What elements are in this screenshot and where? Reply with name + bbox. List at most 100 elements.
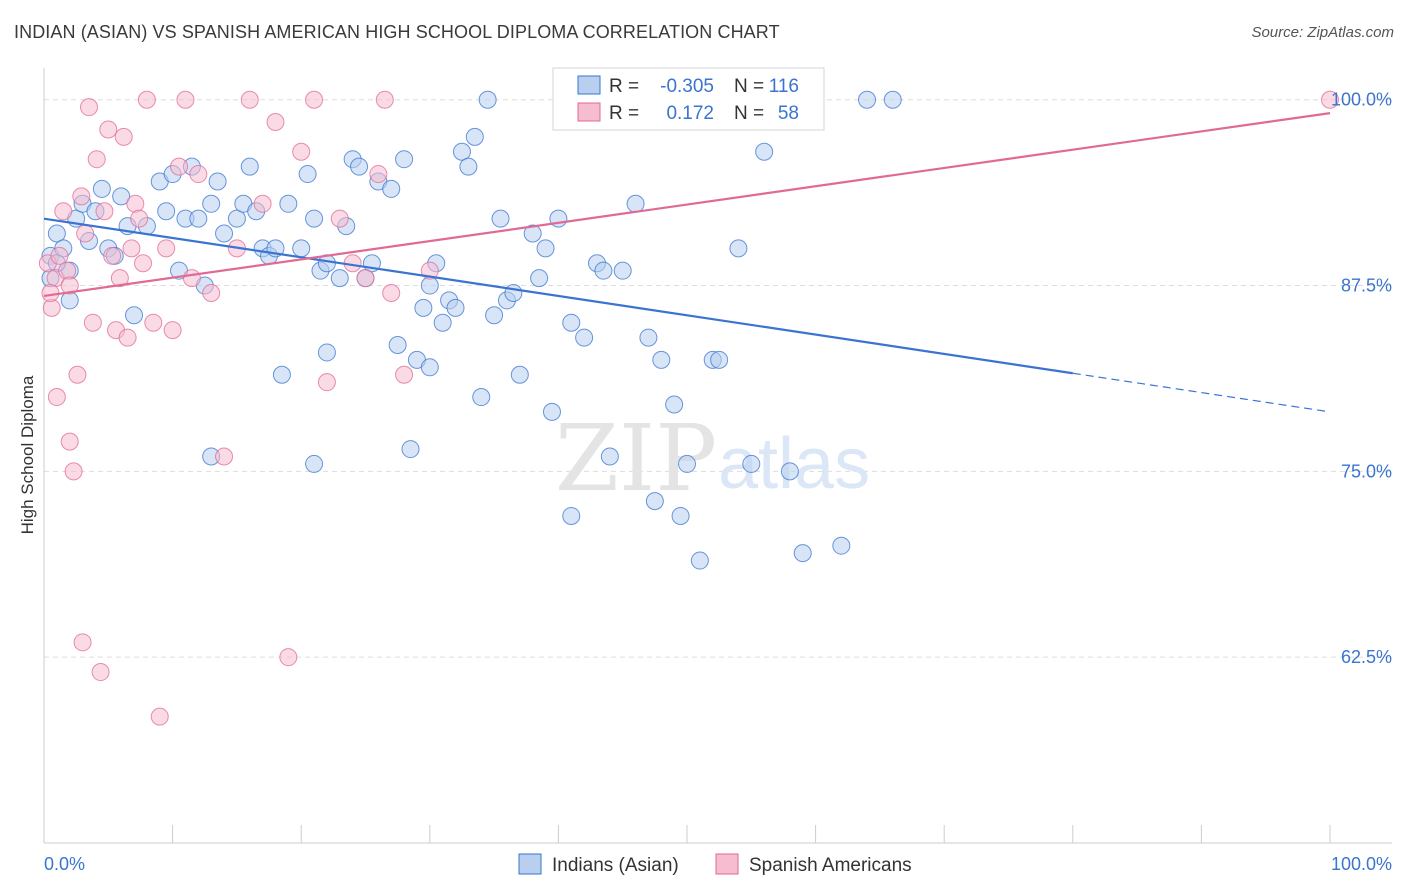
y-tick-label-1: 75.0% bbox=[1341, 461, 1392, 481]
point-indian-76 bbox=[600, 447, 619, 466]
trend-line-indians-extension bbox=[1072, 372, 1331, 413]
watermark: ZIP atlas bbox=[555, 405, 870, 512]
point-spanish-19 bbox=[110, 269, 129, 288]
point-spanish-24 bbox=[130, 209, 149, 228]
point-indian-80 bbox=[652, 350, 671, 369]
point-indian-78 bbox=[626, 194, 645, 213]
legend-swatch-indians bbox=[518, 853, 542, 875]
y-tick-labels: 62.5% 75.0% 87.5% 100.0% bbox=[1331, 90, 1392, 667]
point-indian-33 bbox=[272, 365, 291, 384]
point-indian-83 bbox=[678, 454, 696, 473]
point-indian-24 bbox=[208, 172, 227, 191]
point-indian-77 bbox=[613, 261, 632, 280]
point-spanish-3 bbox=[50, 246, 69, 265]
point-indian-57 bbox=[446, 298, 465, 317]
stats-swatch-pink bbox=[577, 102, 601, 122]
point-indian-102 bbox=[562, 506, 581, 525]
point-spanish-40 bbox=[266, 113, 285, 132]
point-indian-82 bbox=[671, 506, 690, 525]
point-spanish-10 bbox=[76, 224, 95, 243]
point-spanish-1 bbox=[42, 298, 61, 317]
trend-lines bbox=[43, 112, 1331, 413]
point-indian-37 bbox=[305, 209, 324, 228]
point-indian-92 bbox=[780, 462, 799, 481]
point-indian-26 bbox=[227, 209, 246, 228]
point-spanish-9 bbox=[72, 187, 91, 206]
point-indian-40 bbox=[330, 269, 349, 288]
point-indian-103 bbox=[420, 358, 439, 377]
y-tick-label-3: 100.0% bbox=[1331, 90, 1392, 110]
point-indian-64 bbox=[491, 209, 510, 228]
point-spanish-55 bbox=[73, 633, 92, 652]
point-spanish-4 bbox=[54, 202, 73, 221]
point-spanish-42 bbox=[292, 142, 311, 161]
stats-r-label-pink: R = bbox=[609, 103, 639, 124]
point-indian-105 bbox=[645, 492, 664, 511]
point-spanish-26 bbox=[137, 90, 156, 109]
point-spanish-39 bbox=[253, 194, 272, 213]
chart-source: Source: ZipAtlas.com bbox=[1251, 24, 1394, 41]
trend-line-indians bbox=[43, 217, 1073, 375]
point-indian-66 bbox=[504, 283, 523, 302]
point-indian-36 bbox=[298, 165, 317, 184]
point-spanish-34 bbox=[189, 165, 208, 184]
point-spanish-23 bbox=[126, 194, 145, 213]
point-indian-96 bbox=[883, 90, 902, 109]
stats-r-value-pink: 0.172 bbox=[666, 103, 714, 124]
stats-n-value-blue: 116 bbox=[769, 76, 799, 97]
point-indian-89 bbox=[742, 454, 761, 473]
point-spanish-29 bbox=[157, 239, 176, 258]
point-indian-70 bbox=[542, 402, 561, 421]
stats-r-value-blue: -0.305 bbox=[660, 76, 714, 97]
point-spanish-13 bbox=[87, 150, 106, 169]
point-indian-67 bbox=[510, 365, 529, 384]
point-indian-69 bbox=[536, 239, 555, 258]
stats-n-label-blue: N = bbox=[734, 76, 764, 97]
point-spanish-49 bbox=[375, 90, 394, 109]
point-indian-49 bbox=[395, 150, 414, 169]
point-indian-72 bbox=[562, 313, 581, 332]
point-spanish-53 bbox=[1321, 90, 1339, 109]
point-indian-90 bbox=[755, 142, 774, 161]
point-indian-25 bbox=[215, 224, 234, 243]
point-spanish-38 bbox=[240, 90, 259, 109]
point-spanish-35 bbox=[202, 283, 221, 302]
point-spanish-11 bbox=[80, 98, 99, 117]
point-spanish-15 bbox=[95, 202, 114, 221]
point-indian-8 bbox=[92, 179, 111, 198]
point-spanish-44 bbox=[317, 373, 336, 392]
point-indian-79 bbox=[639, 328, 658, 347]
grid-lines bbox=[44, 99, 1392, 658]
point-indian-68 bbox=[523, 224, 542, 243]
point-indian-86 bbox=[710, 350, 729, 369]
point-indian-58 bbox=[452, 142, 471, 161]
point-spanish-33 bbox=[182, 269, 201, 288]
point-spanish-12 bbox=[83, 313, 102, 332]
point-indian-34 bbox=[279, 194, 298, 213]
point-spanish-48 bbox=[369, 165, 388, 184]
point-indian-73 bbox=[575, 328, 594, 347]
stats-swatch-blue bbox=[577, 75, 601, 95]
point-spanish-41 bbox=[279, 648, 298, 667]
x-tick-label-1: 100.0% bbox=[1331, 854, 1392, 874]
point-indian-13 bbox=[125, 306, 144, 325]
point-spanish-8 bbox=[68, 365, 87, 384]
point-indian-63 bbox=[485, 306, 504, 325]
stats-n-label-pink: N = bbox=[734, 103, 764, 124]
point-spanish-6 bbox=[60, 276, 79, 295]
point-indian-75 bbox=[594, 261, 613, 280]
point-indian-28 bbox=[240, 157, 259, 176]
point-spanish-28 bbox=[150, 707, 169, 726]
point-indian-101 bbox=[305, 454, 324, 473]
point-indian-23 bbox=[202, 194, 221, 213]
legend-label-indians: Indians (Asian) bbox=[552, 855, 679, 876]
point-indian-60 bbox=[465, 127, 484, 146]
point-indian-81 bbox=[665, 395, 684, 414]
point-indian-11 bbox=[112, 187, 131, 206]
legend-swatch-spanish bbox=[715, 853, 739, 875]
axes bbox=[43, 68, 1392, 844]
point-spanish-36 bbox=[215, 447, 234, 466]
point-spanish-43 bbox=[305, 90, 324, 109]
trend-line-spanish bbox=[43, 112, 1331, 298]
point-spanish-47 bbox=[356, 269, 375, 288]
